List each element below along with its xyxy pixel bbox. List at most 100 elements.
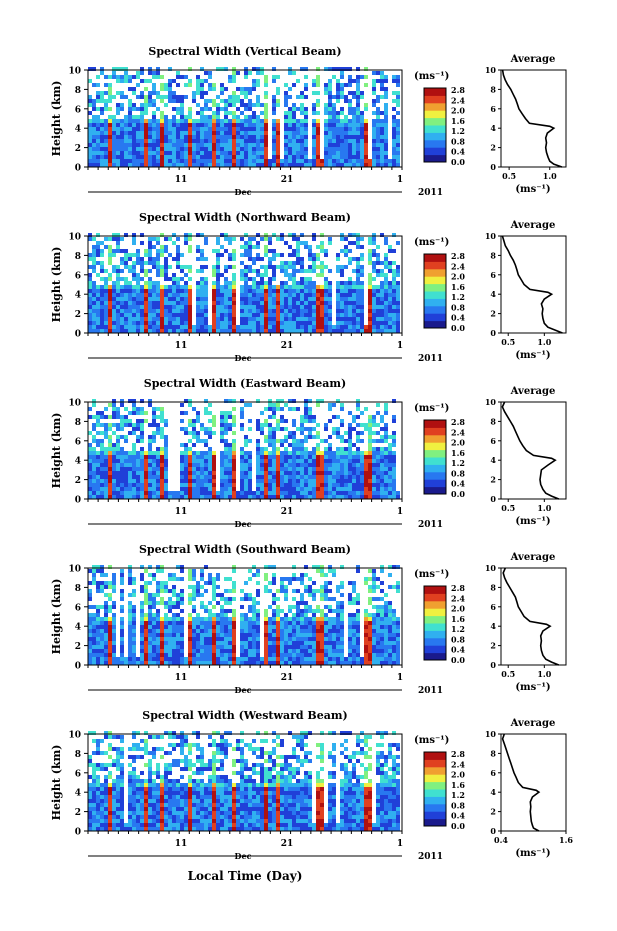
heatmap-cell — [332, 143, 336, 147]
heatmap-cell — [360, 281, 364, 285]
heatmap-cell — [180, 131, 184, 135]
heatmap-cell — [120, 427, 124, 431]
heatmap-cell — [200, 451, 204, 455]
heatmap-cell — [376, 455, 380, 459]
heatmap-cell — [372, 297, 376, 301]
heatmap-cell — [276, 495, 280, 499]
heatmap-cell — [300, 491, 304, 495]
heatmap-cell — [112, 577, 116, 581]
heatmap-cell — [364, 487, 368, 491]
heatmap-cell — [336, 293, 340, 297]
heatmap-cell — [88, 253, 92, 257]
heatmap-cell — [192, 143, 196, 147]
heatmap-cell — [152, 325, 156, 329]
heatmap-cell — [312, 289, 316, 293]
heatmap-cell — [132, 159, 136, 163]
heatmap-cell — [208, 435, 212, 439]
heatmap-cell — [160, 581, 164, 585]
heatmap-cell — [352, 329, 356, 333]
heatmap-cell — [200, 463, 204, 467]
heatmap-cell — [164, 163, 168, 167]
heatmap-cell — [120, 621, 124, 625]
heatmap-cell — [312, 325, 316, 329]
heatmap-cell — [128, 285, 132, 289]
heatmap-cell — [252, 143, 256, 147]
heatmap-cell — [168, 285, 172, 289]
heatmap-cell — [160, 159, 164, 163]
heatmap-cell — [352, 127, 356, 131]
heatmap-cell — [240, 475, 244, 479]
heatmap-cell — [292, 143, 296, 147]
heatmap-cell — [356, 321, 360, 325]
heatmap-cell — [140, 467, 144, 471]
heatmap-cell — [256, 289, 260, 293]
heatmap-cell — [120, 237, 124, 241]
heatmap-cell — [304, 115, 308, 119]
heatmap-cell — [328, 139, 332, 143]
heatmap-cell — [292, 163, 296, 167]
heatmap-cell — [196, 127, 200, 131]
heatmap-cell — [200, 257, 204, 261]
heatmap-cell — [316, 155, 320, 159]
heatmap-cell — [356, 403, 360, 407]
heatmap-cell — [132, 309, 136, 313]
heatmap-cell — [140, 233, 144, 237]
heatmap-cell — [144, 661, 148, 665]
heatmap-cell — [88, 79, 92, 83]
heatmap-cell — [144, 645, 148, 649]
heatmap-cell — [396, 143, 400, 147]
heatmap-cell — [112, 127, 116, 131]
heatmap-cell — [276, 305, 280, 309]
heatmap-cell — [188, 621, 192, 625]
heatmap-cell — [364, 107, 368, 111]
heatmap-cell — [324, 123, 328, 127]
heatmap-cell — [380, 463, 384, 467]
heatmap-cell — [208, 447, 212, 451]
heatmap-cell — [296, 147, 300, 151]
heatmap-cell — [152, 75, 156, 79]
heatmap-cell — [244, 87, 248, 91]
year-label: 2011 — [418, 520, 443, 530]
heatmap-cell — [216, 325, 220, 329]
y-tick-label: 0 — [75, 496, 81, 506]
heatmap-cell — [180, 419, 184, 423]
heatmap-cell — [336, 325, 340, 329]
heatmap-cell — [160, 245, 164, 249]
heatmap-cell — [168, 577, 172, 581]
heatmap-cell — [304, 435, 308, 439]
heatmap-cell — [232, 321, 236, 325]
heatmap-cell — [384, 253, 388, 257]
heatmap-cell — [396, 103, 400, 107]
colorbar-tick-label: 2.8 — [451, 85, 465, 95]
heatmap-cell — [284, 455, 288, 459]
heatmap-cell — [200, 313, 204, 317]
heatmap-cell — [324, 277, 328, 281]
heatmap-cell — [144, 281, 148, 285]
heatmap-cell — [88, 487, 92, 491]
heatmap-cell — [272, 305, 276, 309]
heatmap-cell — [328, 329, 332, 333]
heatmap-cell — [108, 115, 112, 119]
heatmap-cell — [228, 143, 232, 147]
heatmap-cell — [88, 415, 92, 419]
heatmap-cell — [136, 115, 140, 119]
heatmap-cell — [100, 329, 104, 333]
heatmap-cell — [356, 233, 360, 237]
heatmap-cell — [164, 467, 168, 471]
heatmap-cell — [100, 605, 104, 609]
heatmap-cell — [240, 135, 244, 139]
heatmap-cell — [144, 313, 148, 317]
heatmap-cell — [264, 301, 268, 305]
heatmap-cell — [136, 301, 140, 305]
heatmap-cell — [244, 241, 248, 245]
heatmap-cell — [88, 657, 92, 661]
heatmap-cell — [160, 645, 164, 649]
heatmap-cell — [136, 423, 140, 427]
heatmap-cell — [248, 321, 252, 325]
heatmap-cell — [188, 431, 192, 435]
heatmap-cell — [208, 471, 212, 475]
heatmap-cell — [248, 455, 252, 459]
heatmap-cell — [348, 491, 352, 495]
heatmap-cell — [236, 107, 240, 111]
heatmap-cell — [376, 475, 380, 479]
